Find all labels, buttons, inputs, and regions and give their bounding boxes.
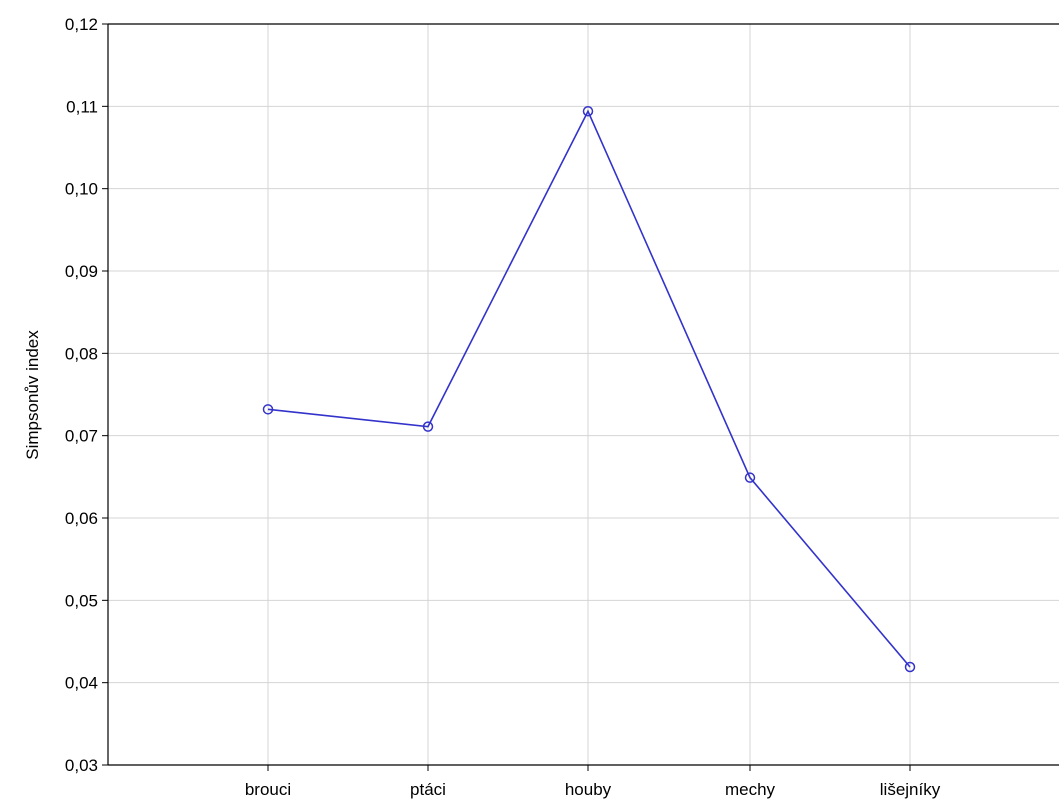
x-tick-label: mechy (725, 780, 776, 799)
x-tick-label: brouci (245, 780, 291, 799)
data-point (262, 404, 274, 415)
y-tick-label: 0,09 (65, 262, 98, 281)
x-tick-label: lišejníky (880, 780, 941, 799)
gridlines (108, 24, 1059, 765)
x-tick-label: ptáci (410, 780, 446, 799)
axes (102, 23, 1059, 771)
y-axis-title: Simpsonův index (23, 330, 42, 460)
series (262, 106, 916, 673)
data-point (744, 472, 756, 483)
x-tick-labels: brouci ptáci houby mechy lišejníky (245, 780, 941, 799)
y-tick-label: 0,07 (65, 427, 98, 446)
x-tick-label: houby (565, 780, 612, 799)
y-tick-label: 0,06 (65, 509, 98, 528)
data-point (422, 421, 434, 432)
y-tick-label: 0,11 (66, 97, 98, 116)
data-point (904, 661, 916, 673)
y-tick-label: 0,12 (65, 15, 98, 34)
series-line (267, 109, 911, 668)
data-point (582, 106, 594, 117)
y-tick-label: 0,05 (65, 591, 98, 610)
y-tick-label: 0,08 (65, 344, 98, 363)
y-tick-label: 0,04 (65, 674, 98, 693)
y-tick-label: 0,10 (65, 180, 98, 199)
y-tick-labels: 0,03 0,04 0,05 0,06 0,07 0,08 0,09 0,10 0,11 0,12 (65, 15, 98, 775)
y-tick-label: 0,03 (65, 756, 98, 775)
